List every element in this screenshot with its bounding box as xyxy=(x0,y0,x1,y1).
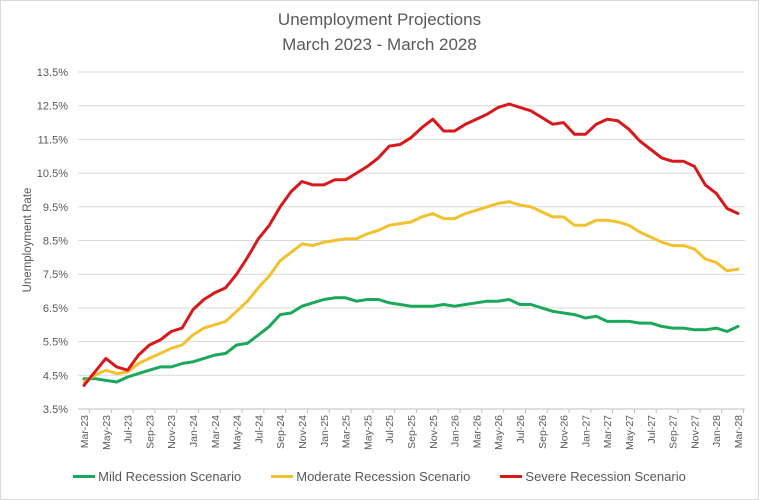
x-tick-label: Jan-28 xyxy=(711,415,723,447)
legend-item-moderate: Moderate Recession Scenario xyxy=(271,469,470,484)
y-tick-label: 13.5% xyxy=(37,67,68,79)
x-tick-label: Jan-25 xyxy=(319,415,331,447)
x-tick-label: Jan-26 xyxy=(450,415,462,447)
x-tick-label: Jan-24 xyxy=(188,415,200,447)
x-tick-label: Sep-24 xyxy=(275,415,287,449)
x-tick-label: Sep-23 xyxy=(144,415,156,449)
y-tick-label: 12.5% xyxy=(37,101,68,113)
x-tick-label: Sep-27 xyxy=(668,415,680,449)
y-tick-label: 4.5% xyxy=(43,370,68,382)
x-tick-label: Nov-24 xyxy=(297,415,309,449)
series-line-moderate xyxy=(82,200,740,384)
x-tick-label: May-23 xyxy=(101,415,113,450)
x-tick-label: Jan-27 xyxy=(580,415,592,447)
x-tick-label: Jul-27 xyxy=(646,415,658,444)
legend-item-mild: Mild Recession Scenario xyxy=(73,469,241,484)
x-tick-label: Jul-24 xyxy=(253,415,265,444)
chart-title: Unemployment Projections xyxy=(277,10,482,29)
x-tick-label: Nov-25 xyxy=(428,415,440,449)
y-tick-label: 5.5% xyxy=(43,337,68,349)
legend-swatch-moderate xyxy=(271,475,294,478)
legend-label-severe: Severe Recession Scenario xyxy=(525,469,686,484)
x-tick-label: Nov-27 xyxy=(689,415,701,449)
x-tick-label: Sep-25 xyxy=(406,415,418,449)
legend-swatch-mild xyxy=(73,475,96,478)
y-tick-label: 6.5% xyxy=(43,303,68,315)
y-axis-label: Unemployment Rate xyxy=(22,188,34,293)
legend: Mild Recession Scenario Moderate Recessi… xyxy=(0,469,759,484)
y-tick-label: 10.5% xyxy=(37,168,68,180)
x-tick-label: May-25 xyxy=(362,415,374,450)
legend-label-moderate: Moderate Recession Scenario xyxy=(296,469,471,484)
x-tick-label: Jul-23 xyxy=(123,415,135,444)
x-tick-label: Mar-27 xyxy=(602,415,614,448)
x-tick-label: Sep-26 xyxy=(537,415,549,449)
x-tick-label: Mar-23 xyxy=(79,415,91,448)
x-tick-label: Jul-25 xyxy=(384,415,396,444)
y-tick-label: 8.5% xyxy=(43,236,68,248)
y-tick-label: 7.5% xyxy=(43,269,68,281)
series-line-severe xyxy=(82,102,740,387)
y-tick-label: 9.5% xyxy=(43,202,68,214)
x-tick-label: Mar-26 xyxy=(471,415,483,448)
x-tick-label: May-26 xyxy=(493,415,505,450)
x-tick-label: Jul-26 xyxy=(515,415,527,444)
chart-subtitle: March 2023 - March 2028 xyxy=(282,35,477,54)
x-tick-label: Mar-28 xyxy=(733,415,745,448)
y-tick-label: 11.5% xyxy=(38,134,69,146)
legend-item-severe: Severe Recession Scenario xyxy=(500,469,686,484)
x-tick-label: Mar-24 xyxy=(210,415,222,448)
x-tick-label: Nov-23 xyxy=(166,415,178,449)
legend-label-mild: Mild Recession Scenario xyxy=(98,469,242,484)
y-tick-label: 3.5% xyxy=(43,404,68,416)
legend-swatch-severe xyxy=(500,475,523,478)
series-line-mild xyxy=(82,296,740,384)
x-tick-label: Mar-25 xyxy=(341,415,353,448)
x-tick-label: Nov-26 xyxy=(559,415,571,449)
x-tick-label: May-27 xyxy=(624,415,636,450)
x-tick-label: May-24 xyxy=(232,415,244,450)
